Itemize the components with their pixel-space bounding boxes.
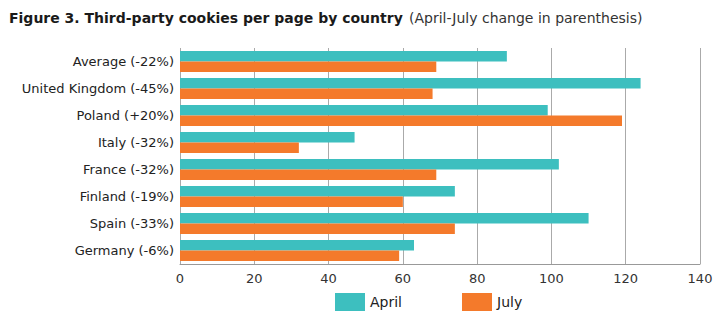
- svg-text:0: 0: [176, 271, 184, 286]
- svg-text:(April-July change in parenthe: (April-July change in parenthesis): [409, 10, 642, 26]
- svg-text:Figure 3. Third-party cookies: Figure 3. Third-party cookies per page b…: [9, 10, 403, 26]
- svg-text:Italy (-32%): Italy (-32%): [98, 135, 174, 150]
- svg-text:Poland (+20%): Poland (+20%): [77, 108, 174, 123]
- svg-text:100: 100: [539, 271, 564, 286]
- svg-text:140: 140: [688, 271, 713, 286]
- svg-text:20: 20: [246, 271, 263, 286]
- svg-text:80: 80: [469, 271, 486, 286]
- svg-text:Germany (-6%): Germany (-6%): [75, 243, 174, 258]
- svg-text:April: April: [370, 294, 402, 310]
- svg-text:France (-32%): France (-32%): [83, 162, 174, 177]
- svg-text:40: 40: [320, 271, 337, 286]
- svg-text:Finland (-19%): Finland (-19%): [80, 189, 174, 204]
- svg-text:60: 60: [395, 271, 412, 286]
- svg-text:120: 120: [613, 271, 638, 286]
- svg-text:Spain (-33%): Spain (-33%): [90, 216, 174, 231]
- svg-text:July: July: [496, 294, 522, 310]
- svg-text:United Kingdom (-45%): United Kingdom (-45%): [22, 81, 174, 96]
- svg-text:Average (-22%): Average (-22%): [73, 54, 174, 69]
